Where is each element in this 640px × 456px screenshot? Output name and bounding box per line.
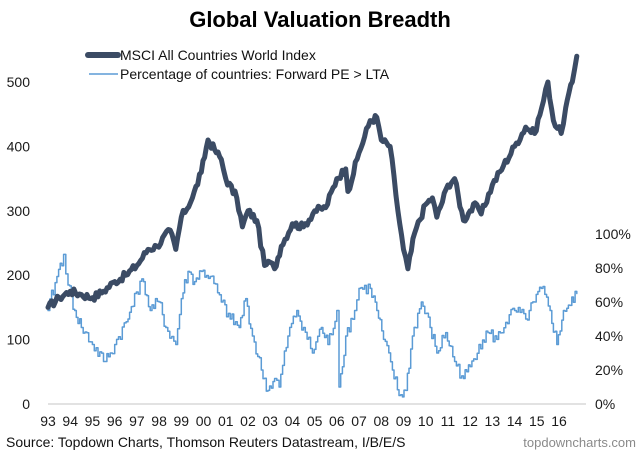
y-right-tick-label: 80% — [595, 260, 623, 276]
y-right-tick-label: 100% — [595, 226, 631, 242]
y-left-tick-label: 400 — [7, 138, 31, 154]
source-note: Source: Topdown Charts, Thomson Reuters … — [6, 434, 405, 450]
x-tick-label: 12 — [462, 413, 478, 429]
y-right-tick-label: 40% — [595, 328, 623, 344]
y-left-tick-label: 0 — [22, 396, 30, 412]
y-left-tick-label: 200 — [7, 267, 31, 283]
y-right-tick-label: 60% — [595, 294, 623, 310]
legend-label-pct: Percentage of countries: Forward PE > LT… — [120, 66, 390, 82]
x-tick-label: 01 — [218, 413, 234, 429]
x-tick-label: 03 — [262, 413, 278, 429]
x-tick-label: 09 — [396, 413, 412, 429]
legend-label-msci: MSCI All Countries World Index — [120, 47, 316, 63]
y-left-tick-label: 500 — [7, 74, 31, 90]
x-tick-label: 93 — [40, 413, 56, 429]
y-left-tick-label: 100 — [7, 332, 31, 348]
brand-watermark: topdowncharts.com — [523, 435, 636, 450]
y-axis-right: 0% 20% 40% 60% 80% 100% — [595, 226, 631, 412]
x-tick-label: 13 — [485, 413, 501, 429]
series-line-msci — [45, 53, 580, 310]
x-tick-label: 08 — [373, 413, 389, 429]
x-tick-label: 98 — [151, 413, 167, 429]
x-tick-label: 15 — [529, 413, 545, 429]
x-tick-label: 11 — [441, 413, 456, 429]
chart-title: Global Valuation Breadth — [189, 7, 451, 32]
y-left-tick-label: 300 — [7, 203, 31, 219]
y-axis-left: 0 100 200 300 400 500 — [7, 74, 31, 412]
x-tick-label: 94 — [62, 413, 78, 429]
x-tick-label: 99 — [174, 413, 190, 429]
x-tick-label: 14 — [507, 413, 523, 429]
x-tick-label: 97 — [129, 413, 145, 429]
y-right-tick-label: 20% — [595, 362, 623, 378]
series-line-pct-forward-pe — [47, 253, 578, 398]
x-tick-label: 05 — [307, 413, 323, 429]
x-axis: 93 94 95 96 97 98 99 00 01 02 03 04 05 06 07 08 09 10 11 12… — [40, 413, 567, 429]
x-tick-label: 07 — [351, 413, 367, 429]
x-tick-label: 95 — [85, 413, 101, 429]
legend: MSCI All Countries World Index Percentag… — [85, 47, 390, 82]
x-tick-label: 04 — [285, 413, 301, 429]
x-tick-label: 96 — [107, 413, 123, 429]
series-layer — [45, 53, 580, 398]
x-tick-label: 06 — [329, 413, 345, 429]
x-tick-label: 02 — [240, 413, 256, 429]
y-right-tick-label: 0% — [595, 396, 615, 412]
x-tick-label: 00 — [196, 413, 212, 429]
x-tick-label: 10 — [418, 413, 434, 429]
x-tick-label: 16 — [551, 413, 567, 429]
